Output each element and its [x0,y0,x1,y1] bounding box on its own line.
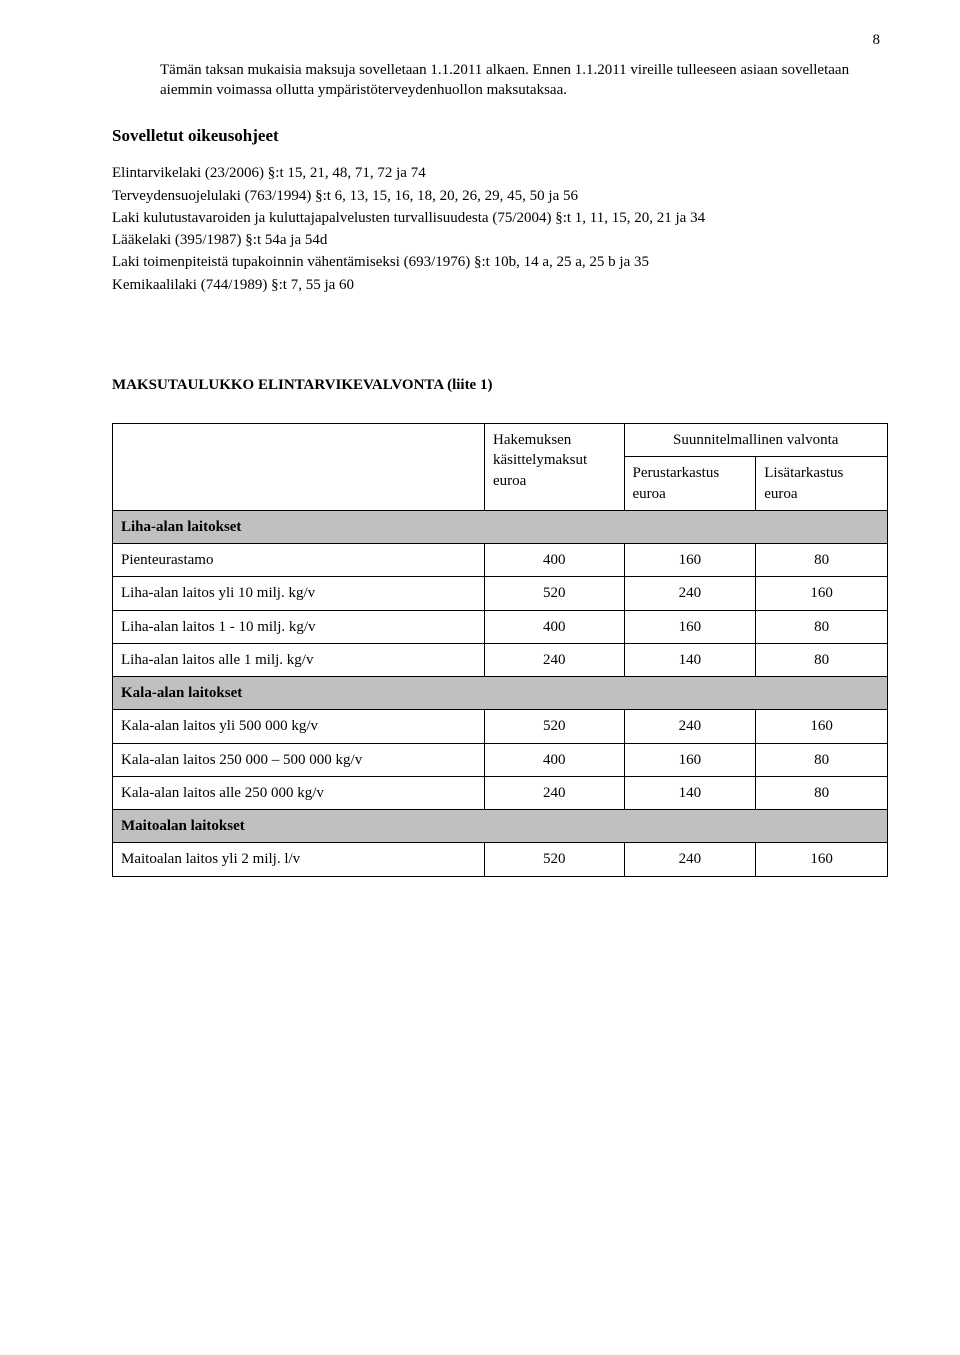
row-val: 520 [485,843,625,876]
row-val: 160 [624,610,756,643]
section-row-kala: Kala-alan laitokset [113,677,888,710]
header-text: euroa [633,486,666,502]
row-val: 160 [624,544,756,577]
row-val: 400 [485,743,625,776]
law-line: Terveydensuojelulaki (763/1994) §:t 6, 1… [112,186,888,206]
section-label: Maitoalan laitokset [113,810,888,843]
header-perustarkastus: Perustarkastus euroa [624,457,756,511]
row-val: 80 [756,544,888,577]
header-hakemuksen: Hakemuksen käsittelymaksut euroa [485,424,625,511]
row-val: 240 [624,710,756,743]
table-row: Kala-alan laitos alle 250 000 kg/v 240 1… [113,776,888,809]
row-val: 400 [485,544,625,577]
table-row: Liha-alan laitos yli 10 milj. kg/v 520 2… [113,577,888,610]
row-val: 80 [756,643,888,676]
row-val: 160 [624,743,756,776]
law-line: Laki kulutustavaroiden ja kuluttajapalve… [112,208,888,228]
header-group: Suunnitelmallinen valvonta [624,424,888,457]
law-line: Lääkelaki (395/1987) §:t 54a ja 54d [112,230,888,250]
table-row: Liha-alan laitos 1 - 10 milj. kg/v 400 1… [113,610,888,643]
row-val: 140 [624,643,756,676]
row-val: 140 [624,776,756,809]
row-val: 240 [624,577,756,610]
header-text: Hakemuksen [493,432,571,448]
row-val: 80 [756,776,888,809]
section-label: Kala-alan laitokset [113,677,888,710]
table-row: Kala-alan laitos 250 000 – 500 000 kg/v … [113,743,888,776]
row-val: 160 [756,710,888,743]
law-line: Laki toimenpiteistä tupakoinnin vähentäm… [112,252,888,272]
header-empty [113,424,485,511]
row-label: Pienteurastamo [113,544,485,577]
row-label: Liha-alan laitos 1 - 10 milj. kg/v [113,610,485,643]
row-val: 240 [485,776,625,809]
table-row: Liha-alan laitos alle 1 milj. kg/v 240 1… [113,643,888,676]
row-val: 240 [485,643,625,676]
row-label: Liha-alan laitos alle 1 milj. kg/v [113,643,485,676]
table-row: Pienteurastamo 400 160 80 [113,544,888,577]
row-val: 80 [756,610,888,643]
header-text: euroa [764,486,797,502]
law-line: Elintarvikelaki (23/2006) §:t 15, 21, 48… [112,163,888,183]
table-header-row-1: Hakemuksen käsittelymaksut euroa Suunnit… [113,424,888,457]
section-label: Liha-alan laitokset [113,510,888,543]
row-label: Kala-alan laitos yli 500 000 kg/v [113,710,485,743]
section-row-liha: Liha-alan laitokset [113,510,888,543]
row-label: Liha-alan laitos yli 10 milj. kg/v [113,577,485,610]
row-val: 160 [756,577,888,610]
header-lisatarkastus: Lisätarkastus euroa [756,457,888,511]
intro-text: Tämän taksan mukaisia maksuja sovelletaa… [160,62,849,98]
section-row-maito: Maitoalan laitokset [113,810,888,843]
row-label: Kala-alan laitos alle 250 000 kg/v [113,776,485,809]
row-val: 80 [756,743,888,776]
table-row: Maitoalan laitos yli 2 milj. l/v 520 240… [113,843,888,876]
intro-paragraph: Tämän taksan mukaisia maksuja sovelletaa… [160,60,888,101]
header-text: käsittelymaksut [493,452,587,468]
laws-block: Elintarvikelaki (23/2006) §:t 15, 21, 48… [112,163,888,295]
section-heading: Sovelletut oikeusohjeet [112,125,888,148]
row-val: 520 [485,710,625,743]
header-text: Lisätarkastus [764,465,843,481]
row-label: Kala-alan laitos 250 000 – 500 000 kg/v [113,743,485,776]
header-text: euroa [493,473,526,489]
row-val: 520 [485,577,625,610]
table-row: Kala-alan laitos yli 500 000 kg/v 520 24… [113,710,888,743]
row-val: 160 [756,843,888,876]
row-val: 240 [624,843,756,876]
page-number: 8 [873,30,881,50]
row-val: 400 [485,610,625,643]
law-line: Kemikaalilaki (744/1989) §:t 7, 55 ja 60 [112,275,888,295]
row-label: Maitoalan laitos yli 2 milj. l/v [113,843,485,876]
fee-table: Hakemuksen käsittelymaksut euroa Suunnit… [112,423,888,877]
table-title: MAKSUTAULUKKO ELINTARVIKEVALVONTA (liite… [112,375,888,395]
header-text: Perustarkastus [633,465,720,481]
